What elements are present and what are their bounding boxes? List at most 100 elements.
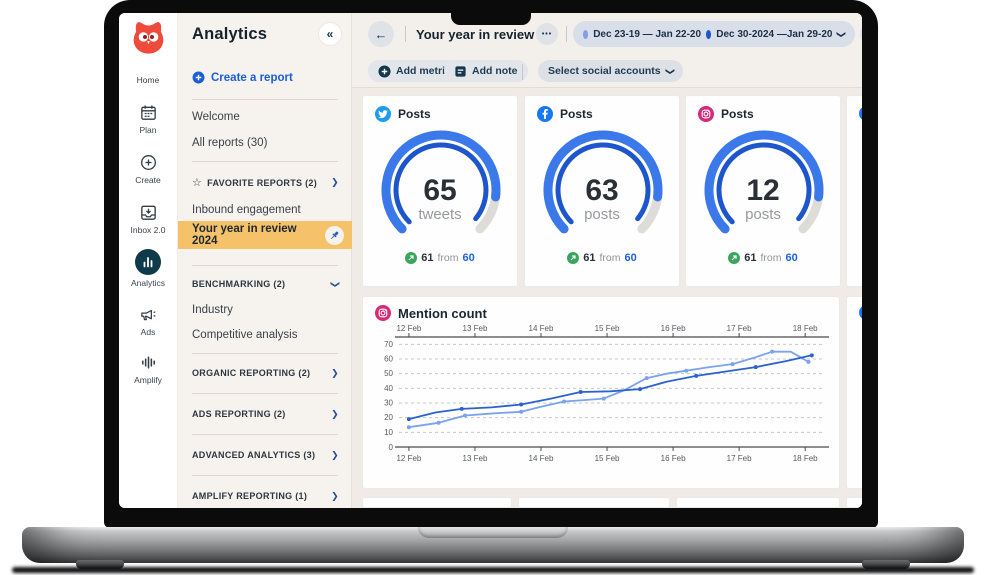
divider	[192, 161, 338, 162]
sidebar-item-amplify[interactable]: Amplify	[119, 353, 177, 385]
ads-reporting-header[interactable]: ADS REPORTING (2) ❯	[192, 409, 339, 420]
laptop-screen: Home Plan Create	[119, 13, 862, 508]
sidebar-item-label: Amplify	[134, 375, 162, 385]
panel-item-welcome[interactable]: Welcome	[192, 111, 240, 123]
advanced-analytics-label: ADVANCED ANALYTICS (3)	[192, 450, 316, 460]
benchmarking-header[interactable]: BENCHMARKING (2) ❯	[192, 279, 341, 289]
chevron-down-icon: ❯	[836, 30, 847, 38]
sidebar-item-analytics[interactable]: Analytics	[119, 249, 177, 288]
twitter-icon	[375, 106, 391, 122]
organic-reporting-header[interactable]: ORGANIC REPORTING (2) ❯	[192, 367, 339, 379]
laptop-foot	[76, 560, 124, 569]
star-icon: ☆	[192, 177, 203, 189]
megaphone-icon	[140, 309, 156, 321]
panel-item-year-in-review-active[interactable]: Your year in review 2024	[178, 221, 352, 249]
owl-icon	[133, 22, 164, 54]
chevron-down-icon: ❯	[664, 67, 675, 75]
facebook-icon	[537, 106, 553, 122]
previous-value-link[interactable]: 60	[624, 252, 637, 264]
trend-up-icon	[728, 252, 741, 264]
social-network-icon	[859, 305, 862, 320]
favorite-reports-header[interactable]: ☆ FAVORITE REPORTS (2) ❯	[192, 176, 339, 189]
laptop-shadow	[12, 567, 974, 573]
mention-count-card: Mention count 10 20 30 40 50 60 70 0 12 Feb 12 Fe…	[362, 296, 840, 489]
delta-value: 61	[583, 252, 596, 264]
inbox-icon	[140, 205, 156, 220]
note-icon	[455, 65, 466, 77]
comparison-row: 61 from 60	[525, 252, 679, 264]
sidebar-item-inbox[interactable]: Inbox 2.0	[119, 203, 177, 235]
plus-circle-icon	[378, 64, 391, 78]
trend-up-icon	[405, 252, 418, 264]
range1-dot-icon	[583, 29, 589, 39]
divider	[192, 475, 338, 476]
pin-button[interactable]	[325, 225, 344, 245]
favorite-reports-label: FAVORITE REPORTS (2)	[207, 177, 318, 188]
report-toolbar: Add metric Add note Select social accoun…	[352, 55, 862, 88]
reports-panel: Analytics « Create a report Welcome All …	[178, 13, 352, 508]
card-title: Posts	[398, 107, 431, 121]
laptop-foot	[862, 560, 910, 569]
divider	[192, 353, 338, 354]
add-note-button[interactable]: Add note	[444, 60, 528, 82]
svg-text:16 Feb: 16 Feb	[661, 454, 686, 463]
gauge-value: 12	[746, 174, 780, 207]
svg-text:12 Feb: 12 Feb	[396, 454, 421, 463]
panel-item-industry[interactable]: Industry	[192, 304, 233, 316]
previous-value-link[interactable]: 60	[462, 252, 475, 264]
create-report-button[interactable]: Create a report	[192, 71, 293, 84]
social-network-icon	[859, 106, 862, 121]
svg-text:18 Feb: 18 Feb	[793, 454, 818, 463]
metric-card-facebook-posts: Posts 63 posts 61 from	[524, 95, 680, 287]
laptop-bezel: Home Plan Create	[104, 0, 878, 528]
back-button[interactable]: ←	[368, 21, 394, 47]
chevron-right-icon: ❯	[331, 367, 339, 378]
gauge-value: 65	[423, 174, 457, 207]
svg-text:15 Feb: 15 Feb	[595, 324, 620, 333]
instagram-icon	[375, 305, 391, 321]
sidebar-rail: Home Plan Create	[119, 13, 178, 508]
bar-chart-icon	[143, 257, 153, 268]
svg-text:50: 50	[384, 369, 393, 378]
chevron-right-icon: ❯	[331, 490, 339, 501]
clipped-header-button[interactable]	[860, 21, 862, 47]
amplify-reporting-label: AMPLIFY REPORTING (1)	[192, 491, 308, 501]
sidebar-item-label: Inbox 2.0	[130, 225, 166, 235]
metric-card-clipped	[846, 95, 862, 287]
sidebar-item-home[interactable]: Home	[119, 75, 177, 85]
panel-title: Analytics	[192, 25, 268, 43]
instagram-icon	[698, 106, 714, 122]
laptop-groove	[418, 527, 568, 538]
previous-value-link[interactable]: 60	[785, 252, 798, 264]
sidebar-item-label: Ads	[140, 327, 156, 337]
gauge-chart	[850, 120, 862, 248]
active-report-label: Your year in review 2024	[192, 223, 297, 247]
report-header: ← Your year in review .. ••• Dec 23-19 —…	[352, 13, 862, 55]
select-social-accounts-button[interactable]: Select social accounts ❯	[538, 60, 684, 82]
more-options-button[interactable]: •••	[536, 23, 558, 45]
advanced-analytics-header[interactable]: ADVANCED ANALYTICS (3) ❯	[192, 450, 339, 461]
panel-item-all-reports[interactable]: All reports (30)	[192, 137, 268, 149]
svg-text:12 Feb: 12 Feb	[396, 324, 421, 333]
amplify-reporting-header[interactable]: AMPLIFY REPORTING (1) ❯	[192, 490, 339, 502]
gauge-readout: 63 posts	[525, 176, 679, 224]
chart-title: Mention count	[398, 305, 487, 321]
panel-item-inbound-engagement[interactable]: Inbound engagement	[192, 204, 301, 216]
delta-value: 61	[421, 252, 434, 264]
date-range-selector[interactable]: Dec 23-19 — Jan 22-20 Dec 30-2024 —Jan 2…	[573, 21, 855, 47]
divider	[566, 26, 567, 42]
svg-text:18 Feb: 18 Feb	[793, 324, 818, 333]
hootsuite-logo[interactable]	[131, 20, 166, 60]
sidebar-item-create[interactable]: Create	[119, 153, 177, 185]
add-metric-button[interactable]: Add metric	[368, 60, 461, 82]
gauge-chart	[704, 130, 824, 234]
collapse-panel-button[interactable]: «	[319, 23, 341, 45]
svg-text:15 Feb: 15 Feb	[595, 454, 620, 463]
sidebar-item-plan[interactable]: Plan	[119, 103, 177, 135]
clipped-card	[362, 497, 512, 508]
divider	[522, 64, 523, 80]
panel-item-competitive-analysis[interactable]: Competitive analysis	[192, 329, 298, 341]
svg-text:30: 30	[384, 399, 393, 408]
sidebar-item-ads[interactable]: Ads	[119, 305, 177, 337]
